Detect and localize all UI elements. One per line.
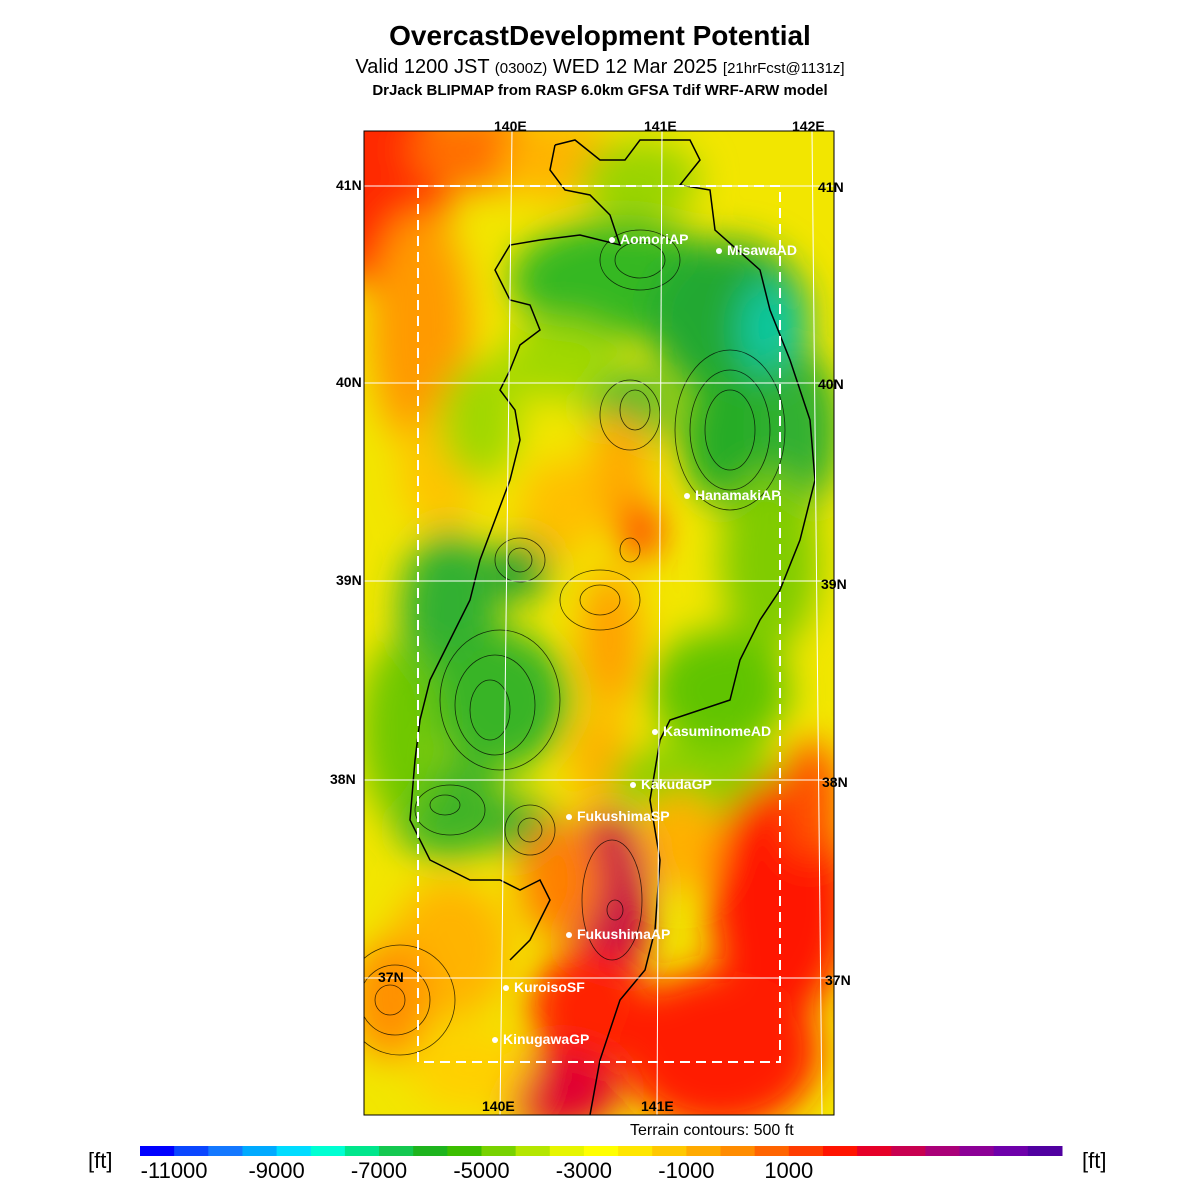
station-marker[interactable]: KuroisoSF	[503, 979, 585, 995]
lat-label-left: 40N	[336, 374, 362, 390]
lat-label-left: 37N	[378, 969, 404, 985]
station-label: FukushimaAP	[577, 926, 671, 942]
station-marker[interactable]: AomoriAP	[609, 231, 688, 247]
model-info: DrJack BLIPMAP from RASP 6.0km GFSA Tdif…	[372, 82, 828, 99]
lat-label-right: 41N	[818, 179, 844, 195]
colorbar-swatch	[344, 1146, 380, 1156]
station-label: KinugawaGP	[503, 1031, 590, 1047]
east-coastline	[554, 139, 816, 1115]
colorbar-swatch	[1027, 1146, 1063, 1156]
lon-label-bottom: 141E	[641, 1098, 674, 1114]
colorbar-swatch	[379, 1146, 414, 1156]
colorbar-tick-label: -11000	[140, 1158, 208, 1183]
station-dot	[492, 1037, 498, 1044]
forecast-info: [21hrFcst@1131z]	[722, 60, 845, 77]
valid-date: WED 12 Mar 2025	[552, 56, 718, 78]
colorbar-swatch	[925, 1146, 961, 1156]
colorbar-swatch	[822, 1146, 858, 1156]
colorbar	[140, 1146, 1063, 1156]
colorbar-swatch	[310, 1146, 346, 1156]
colorbar-swatch	[993, 1146, 1029, 1156]
colorbar-swatch	[140, 1146, 175, 1156]
lat-label-right: 40N	[818, 376, 844, 392]
station-dot	[566, 814, 572, 821]
lon-label-top: 141E	[644, 118, 677, 134]
station-dot	[503, 985, 509, 992]
colorbar-swatch	[788, 1146, 824, 1156]
valid-utc: (0300Z)	[494, 60, 548, 77]
station-dot	[716, 248, 722, 255]
inner-domain-box	[417, 185, 781, 1063]
station-marker[interactable]: MisawaAD	[716, 242, 797, 258]
colorbar-swatch	[174, 1146, 209, 1156]
colorbar-tick-label: -9000	[248, 1158, 305, 1183]
colorbar-swatch	[447, 1146, 482, 1156]
station-marker[interactable]: KasuminomeAD	[652, 723, 771, 739]
colorbar-swatch	[208, 1146, 243, 1156]
lat-label-left: 41N	[336, 177, 362, 193]
station-dot	[566, 932, 572, 939]
colorbar-tick-label: -5000	[453, 1158, 510, 1183]
station-dot	[609, 237, 615, 244]
station-label: KakudaGP	[641, 776, 712, 792]
colorbar-swatch	[720, 1146, 756, 1156]
lon-label-top: 142E	[792, 118, 825, 134]
station-label: MisawaAD	[727, 242, 798, 258]
station-dot	[630, 782, 636, 789]
colorbar-swatch	[652, 1146, 687, 1156]
map-frame	[363, 130, 835, 1116]
colorbar-swatch	[583, 1146, 619, 1156]
colorbar-swatch	[857, 1146, 892, 1156]
station-marker[interactable]: FukushimaSP	[566, 808, 670, 824]
lat-label-left: 39N	[336, 572, 362, 588]
valid-time-line: Valid 1200 JST (0300Z) WED 12 Mar 2025 […	[0, 56, 1200, 79]
lat-label-right: 39N	[821, 576, 847, 592]
overcast-field	[364, 131, 834, 1115]
station-dot	[652, 729, 658, 736]
chart-title: OvercastDevelopment Potential	[389, 20, 811, 51]
colorbar-swatch	[413, 1146, 448, 1156]
colorbar-swatch	[754, 1146, 790, 1156]
lon-label-top: 140E	[494, 118, 527, 134]
colorbar-swatch	[891, 1146, 926, 1156]
colorbar-tick-label: 1000	[764, 1158, 814, 1183]
station-label: HanamakiAP	[695, 487, 781, 503]
lon-label-bottom: 140E	[482, 1098, 515, 1114]
lat-label-right: 37N	[825, 972, 851, 988]
station-label: AomoriAP	[620, 231, 689, 247]
station-label: KuroisoSF	[514, 979, 585, 995]
station-label: KasuminomeAD	[663, 723, 772, 739]
colorbar-tick-label: -7000	[350, 1158, 408, 1183]
station-marker[interactable]: FukushimaAP	[566, 926, 670, 942]
station-marker[interactable]: HanamakiAP	[684, 487, 781, 503]
colorbar-swatch	[959, 1146, 995, 1156]
colorbar-swatch	[686, 1146, 722, 1156]
station-label: FukushimaSP	[577, 808, 670, 824]
valid-prefix: Valid 1200 JST	[355, 56, 490, 78]
colorbar-swatch	[276, 1146, 312, 1156]
colorbar-swatch	[242, 1146, 278, 1156]
west-coastline	[409, 144, 622, 961]
station-marker[interactable]: KakudaGP	[630, 776, 712, 792]
colorbar-unit-left: [ft]	[88, 1148, 113, 1173]
colorbar-swatch	[549, 1146, 585, 1156]
colorbar-tick-label: -1000	[658, 1158, 715, 1183]
lat-label-left: 38N	[330, 771, 356, 787]
colorbar-swatch	[481, 1146, 517, 1156]
station-dot	[684, 493, 690, 500]
terrain-contour-note: Terrain contours: 500 ft	[630, 1122, 794, 1139]
colorbar-swatch	[515, 1146, 551, 1156]
colorbar-tick-label: -3000	[555, 1158, 613, 1183]
station-marker[interactable]: KinugawaGP	[492, 1031, 589, 1047]
colorbar-unit-right: [ft]	[1082, 1148, 1107, 1173]
colorbar-swatch	[618, 1146, 653, 1156]
terrain-contours	[364, 229, 786, 1056]
lat-label-right: 38N	[822, 774, 848, 790]
